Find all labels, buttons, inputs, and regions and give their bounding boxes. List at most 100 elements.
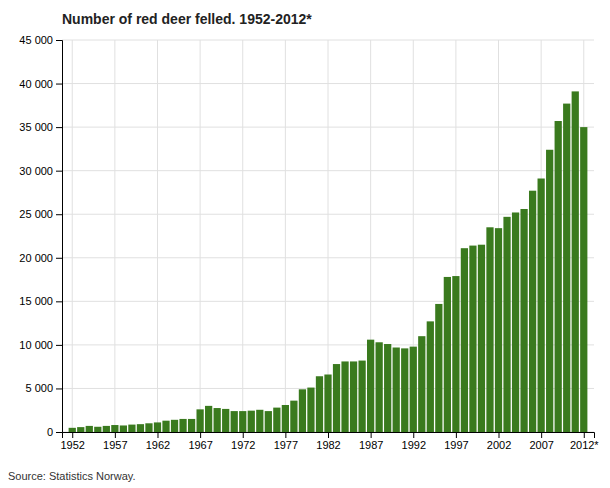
y-tick-mark [56, 171, 62, 172]
x-tick-mark [541, 432, 542, 438]
x-tick: 1997 [444, 432, 468, 451]
bar [555, 121, 562, 432]
x-tick-mark [413, 432, 414, 438]
y-tick: 35 000 [19, 121, 62, 133]
source-note: Source: Statistics Norway. [8, 470, 136, 482]
x-tick-label: 1962 [146, 439, 170, 451]
y-tick-mark [56, 388, 62, 389]
bar [410, 347, 417, 432]
bar [341, 361, 348, 432]
title: Number of red deer felled. 1952-2012* [62, 11, 312, 27]
x-tick-label: 1952 [60, 439, 84, 451]
bar [538, 179, 545, 432]
y-tick: 30 000 [19, 165, 62, 177]
bar [111, 425, 118, 432]
bar [86, 426, 93, 432]
bar [69, 428, 76, 432]
x-tick-mark [499, 432, 500, 438]
bar [486, 227, 493, 432]
bar [461, 248, 468, 432]
bar [94, 427, 101, 432]
y-tick: 5 000 [25, 382, 62, 394]
bar [137, 424, 144, 432]
y-tick: 25 000 [19, 208, 62, 220]
y-tick: 0 [47, 426, 62, 438]
x-tick: 1987 [359, 432, 383, 451]
x-tick: 2002 [487, 432, 511, 451]
y-tick: 45 000 [19, 34, 62, 46]
bar [239, 411, 246, 432]
bar [248, 411, 255, 432]
x-tick: 1972 [231, 432, 255, 451]
x-tick-label: 1967 [188, 439, 212, 451]
bar [145, 423, 152, 432]
y-tick: 20 000 [19, 252, 62, 264]
x-tick-label: 1992 [402, 439, 426, 451]
bar [358, 361, 365, 432]
x-tick-label: 1982 [316, 439, 340, 451]
bar [205, 406, 212, 432]
bar [580, 127, 587, 432]
x-tick: 1952 [60, 432, 84, 451]
y-tick-label: 5 000 [25, 382, 53, 394]
y-axis-line [56, 41, 63, 433]
y-tick-mark [56, 127, 62, 128]
x-grid-line [157, 40, 158, 432]
bar [316, 376, 323, 432]
x-grid-line [285, 40, 286, 432]
y-tick-label: 10 000 [19, 339, 53, 351]
y-tick-mark [56, 258, 62, 259]
bar [546, 150, 553, 432]
x-tick: 2012* [570, 432, 599, 451]
bar [231, 411, 238, 432]
y-tick-label: 35 000 [19, 121, 53, 133]
x-tick-label: 1977 [274, 439, 298, 451]
chart: 1952195719621967197219771982198719921997… [0, 0, 610, 488]
bar [520, 209, 527, 432]
bar [512, 212, 519, 432]
bar [265, 411, 272, 432]
bar [376, 342, 383, 432]
x-grid-line [114, 40, 115, 432]
x-axis: 1952195719621967197219771982198719921997… [60, 432, 599, 451]
plot: 1952195719621967197219771982198719921997… [19, 34, 599, 451]
x-grid-line [200, 40, 201, 432]
bar [418, 336, 425, 432]
y-tick-label: 0 [47, 426, 53, 438]
y-tick-label: 25 000 [19, 208, 53, 220]
x-tick-mark [328, 432, 329, 438]
y-tick-label: 15 000 [19, 295, 53, 307]
bar [503, 217, 510, 432]
y-tick-label: 45 000 [19, 34, 53, 46]
bar [384, 344, 391, 432]
x-grid-line [242, 40, 243, 432]
bars [69, 91, 588, 432]
bar [128, 425, 135, 432]
x-tick-mark [72, 432, 73, 438]
y-tick-mark [56, 432, 62, 433]
x-tick: 1982 [316, 432, 340, 451]
bar [179, 419, 186, 432]
grid [62, 40, 594, 432]
x-tick-label: 1987 [359, 439, 383, 451]
bar [324, 375, 331, 432]
bar [307, 388, 314, 432]
x-tick-mark [200, 432, 201, 438]
bar [435, 304, 442, 432]
x-tick: 2007 [529, 432, 553, 451]
bar [103, 426, 110, 432]
bar [333, 364, 340, 432]
bar [162, 421, 169, 432]
x-tick-label: 2007 [529, 439, 553, 451]
x-tick-mark [456, 432, 457, 438]
bar [222, 409, 229, 432]
y-tick-mark [56, 84, 62, 85]
y-tick-mark [56, 345, 62, 346]
x-grid-line [328, 40, 329, 432]
bar [367, 340, 374, 432]
bar [120, 425, 127, 432]
y-tick-label: 40 000 [19, 78, 53, 90]
y-tick-label: 20 000 [19, 252, 53, 264]
bar [444, 277, 451, 432]
bar [171, 420, 178, 432]
